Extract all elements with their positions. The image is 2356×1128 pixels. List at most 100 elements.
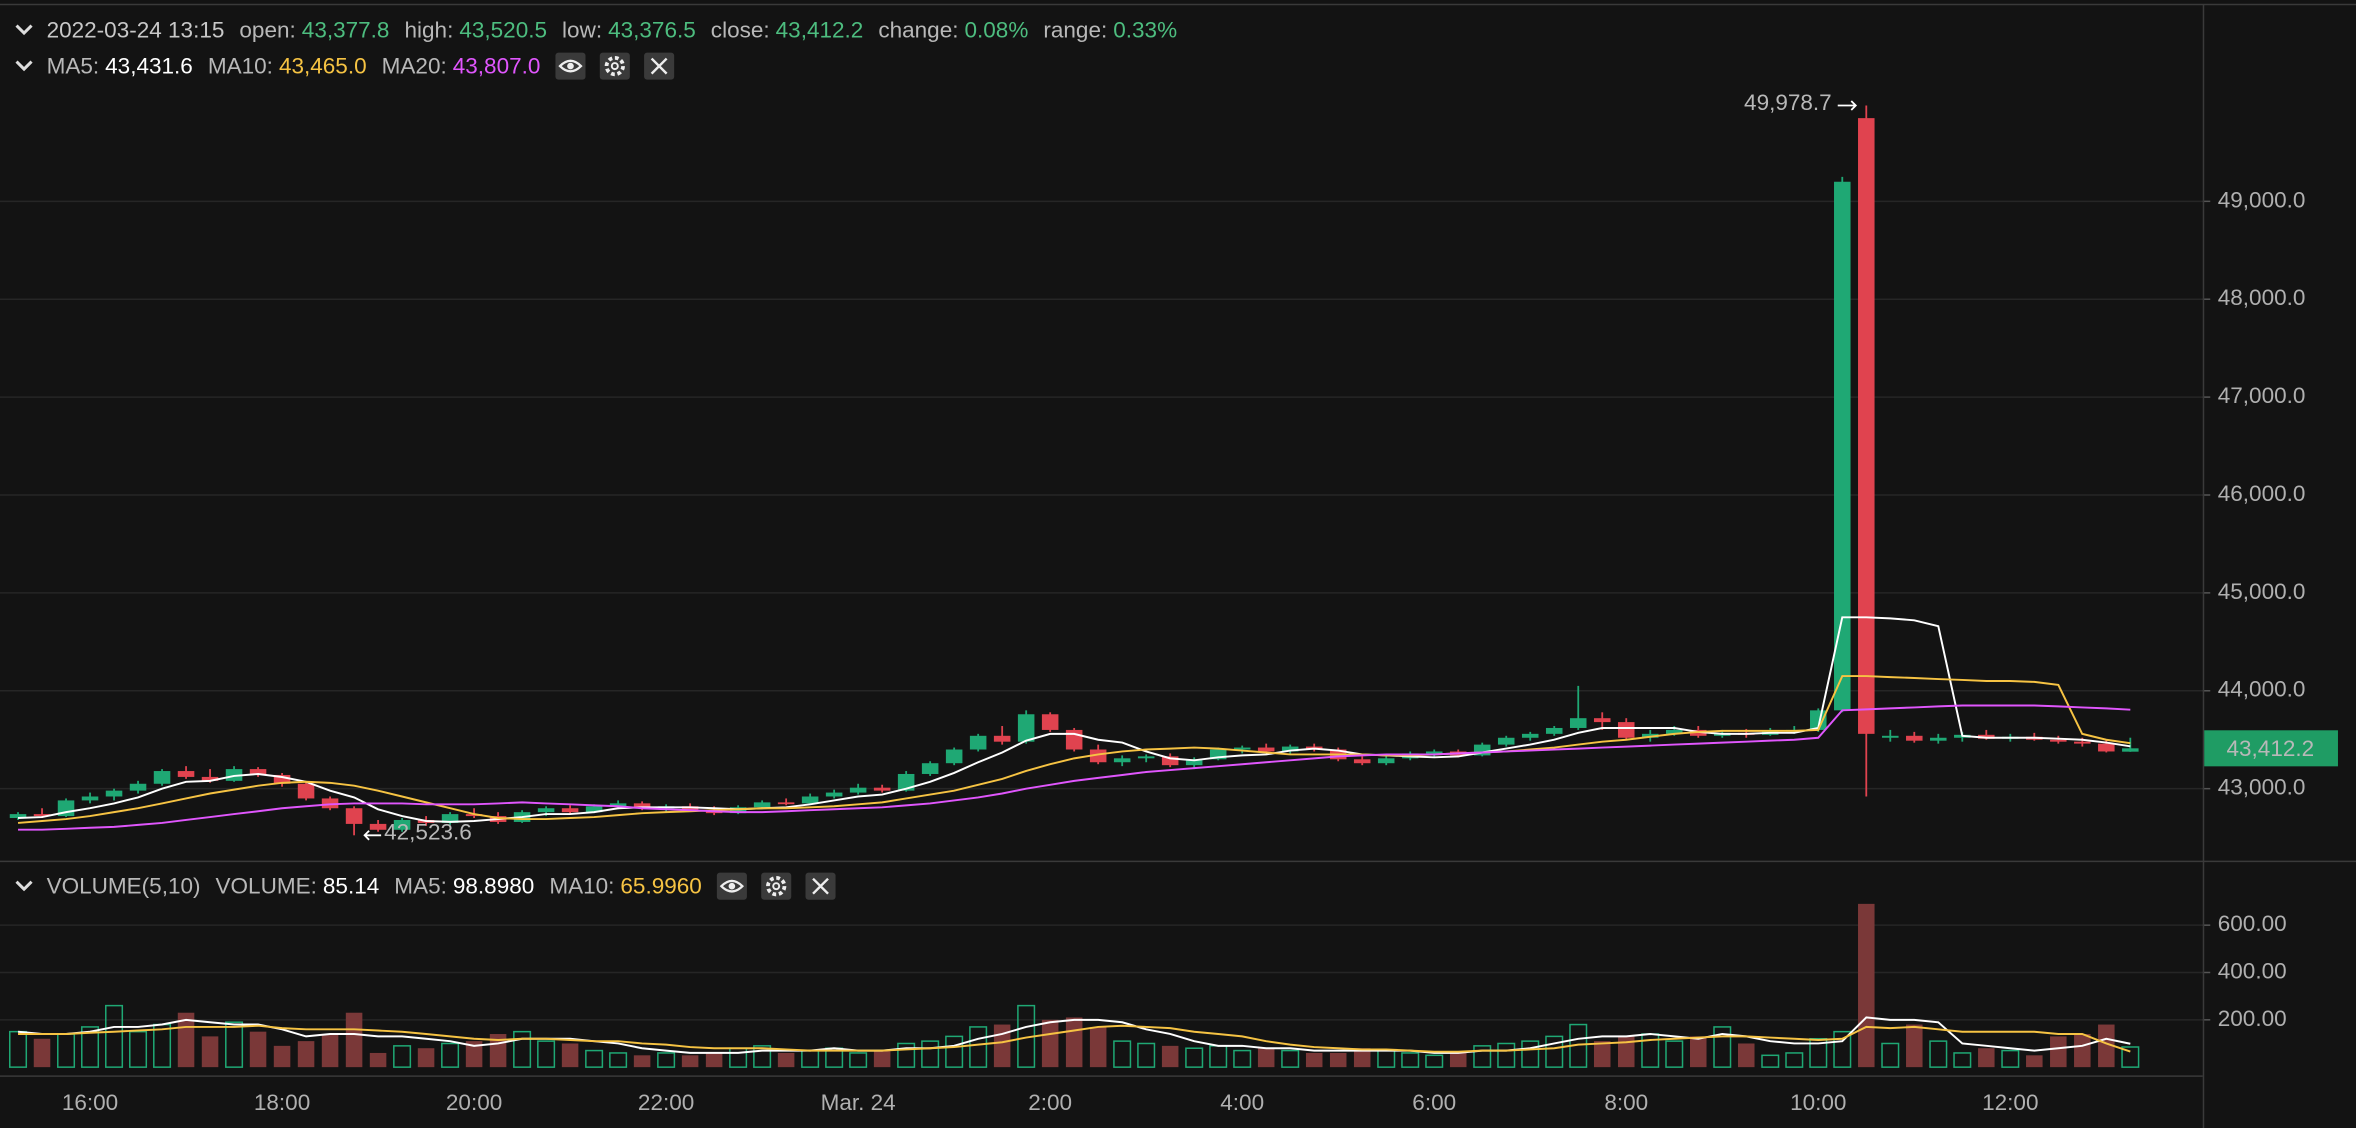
last-price-label: 43,412.2 — [2227, 736, 2315, 761]
volume-bar — [2026, 1055, 2043, 1068]
candle-body — [537, 808, 555, 813]
candle-body — [129, 783, 147, 791]
eye-pupil — [567, 62, 574, 70]
ohlc-header: 2022-03-24 13:15 open: 43,377.8 high: 43,520… — [47, 17, 1178, 42]
y-tick-label: 49,000.0 — [2218, 187, 2306, 212]
ma-line — [18, 704, 2131, 831]
candle-body — [105, 790, 123, 797]
legend-label: MA5: — [394, 874, 447, 899]
candle-body — [1810, 710, 1827, 730]
candle-body — [993, 735, 1011, 742]
volume-bar — [873, 1050, 891, 1068]
volume-bar — [609, 1052, 628, 1068]
volume-bar — [753, 1045, 772, 1068]
candle-body — [1858, 118, 1875, 734]
volume-bar — [201, 1036, 219, 1068]
volume-bar — [393, 1045, 412, 1068]
header-value: 43,412.2 — [776, 17, 864, 42]
header-label: close: — [711, 17, 770, 42]
legend-label: MA10: — [549, 874, 614, 899]
volume-bar — [81, 1026, 100, 1068]
ma-legend: MA5: 43,431.6 MA10: 43,465.0 MA20: 43,807.0 — [47, 54, 541, 79]
gear-button[interactable] — [599, 52, 630, 80]
volume-bar — [417, 1048, 435, 1068]
candle-body — [1906, 735, 1923, 741]
x-tick-label: 10:00 — [1790, 1090, 1846, 1115]
volume-bar — [2001, 1049, 2020, 1068]
legend-value: 43,431.6 — [105, 54, 193, 79]
volume-bar — [1233, 1049, 1252, 1068]
volume-bar — [2121, 1046, 2140, 1068]
high-arrow — [1837, 100, 1858, 111]
volume-bar — [1161, 1045, 1179, 1068]
candle-body — [1161, 756, 1179, 766]
candle-body — [1281, 746, 1299, 752]
overlay: 49,978.7 42,523.6 43,412.2 — [363, 90, 2338, 845]
candle-body — [1497, 737, 1515, 745]
gear-button[interactable] — [761, 872, 792, 900]
volume-bar — [1713, 1026, 1732, 1068]
volume-bar — [1425, 1054, 1444, 1068]
volume-bar — [1521, 1040, 1540, 1068]
volume-bar — [129, 1030, 148, 1068]
volume-bar — [993, 1024, 1011, 1068]
candle-body — [1930, 737, 1947, 741]
volume-bar — [1665, 1040, 1684, 1068]
volume-bar — [1185, 1047, 1204, 1068]
collapse-chevron[interactable] — [15, 24, 33, 36]
volume-bar — [1089, 1026, 1107, 1068]
volume-bar — [1833, 1030, 1852, 1068]
low-label: 42,523.6 — [384, 820, 472, 845]
x-tick-label: 2:00 — [1028, 1090, 1072, 1115]
volume-bar — [1353, 1048, 1371, 1068]
x-tick-label: 18:00 — [254, 1090, 310, 1115]
header-datetime: 2022-03-24 13:15 — [47, 17, 225, 42]
candle-body — [1041, 714, 1059, 730]
candle-body — [2122, 748, 2139, 752]
gear-hole — [610, 62, 619, 71]
volume-bar — [1761, 1054, 1780, 1068]
volume-bar — [681, 1055, 699, 1068]
candle-body — [1425, 751, 1443, 754]
x-tick-label: 16:00 — [62, 1090, 118, 1115]
legend-value: 85.14 — [323, 874, 379, 899]
volume-bar — [1281, 1049, 1300, 1068]
volume-bar — [705, 1052, 723, 1068]
volume-bar — [657, 1052, 676, 1068]
candle-body — [1569, 718, 1587, 728]
candle-body — [1978, 734, 1995, 739]
candle-body — [1377, 758, 1395, 764]
collapse-chevron[interactable] — [15, 880, 33, 892]
candle-body — [849, 787, 867, 793]
candle-body — [1089, 749, 1107, 763]
header-label: low: — [562, 17, 602, 42]
header-value: 43,520.5 — [459, 17, 547, 42]
volume-buttons — [716, 872, 836, 900]
ma-buttons — [555, 52, 675, 80]
legend-label: MA20: — [382, 54, 447, 79]
x-tick-label: 4:00 — [1220, 1090, 1264, 1115]
low-arrow — [363, 830, 382, 841]
header-value: 43,376.5 — [608, 17, 696, 42]
volume-bar — [273, 1045, 291, 1068]
volume-bar — [1689, 1036, 1707, 1068]
volume-bar — [777, 1052, 795, 1068]
candle-body — [945, 749, 963, 764]
candle-body — [873, 787, 891, 791]
y-tick-label: 400.00 — [2218, 958, 2287, 983]
candle-body — [1209, 749, 1227, 760]
collapse-chevron[interactable] — [15, 60, 33, 72]
volume-bar — [1137, 1042, 1156, 1068]
header-label: range: — [1043, 17, 1107, 42]
volume-bar — [369, 1052, 387, 1068]
eye-pupil — [728, 882, 736, 890]
volume-bar — [2098, 1024, 2115, 1068]
last-price-tag — [2204, 730, 2338, 767]
volume-bar — [897, 1042, 916, 1068]
high-label: 49,978.7 — [1744, 90, 1832, 115]
candle-body — [1545, 727, 1563, 734]
volume-bar — [1953, 1052, 1972, 1068]
volume-bar — [105, 1004, 124, 1068]
volume-bar — [1401, 1052, 1420, 1068]
